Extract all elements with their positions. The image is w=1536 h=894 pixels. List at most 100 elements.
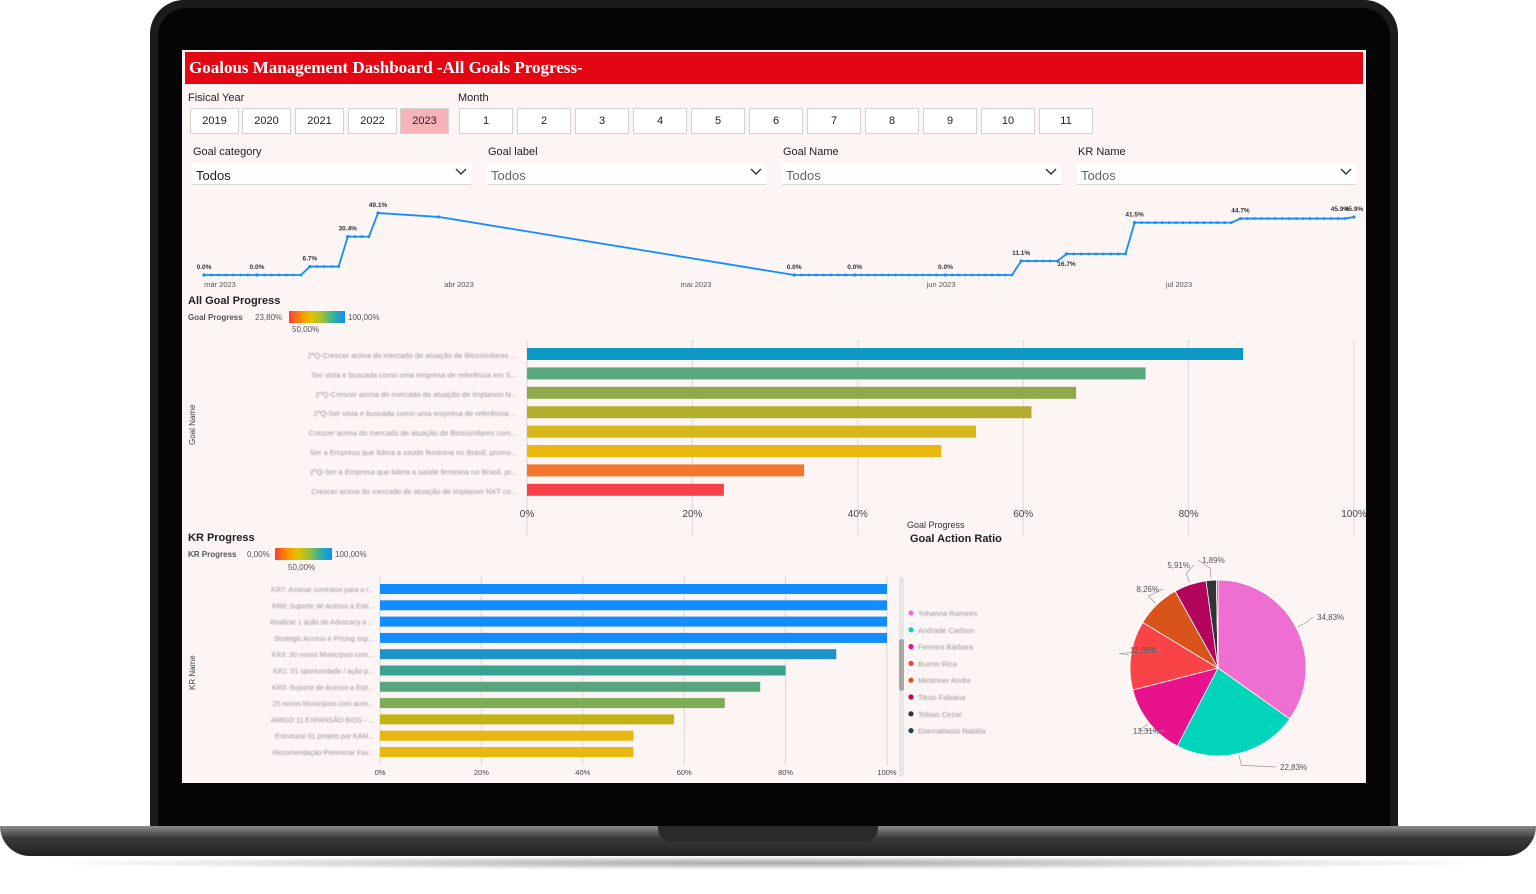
line-marker <box>1140 221 1143 224</box>
filter-label-3: KR Name <box>1078 146 1126 158</box>
kr-chart-scrollbar[interactable] <box>899 577 904 777</box>
year-button-2019[interactable]: 2019 <box>190 108 239 134</box>
line-marker <box>1301 217 1305 220</box>
line-marker <box>1072 252 1076 256</box>
bar <box>380 681 761 692</box>
filter-label-1: Goal label <box>488 146 538 158</box>
pie-leader-line <box>1238 755 1277 768</box>
fiscal-year-label: Fisical Year <box>188 92 245 104</box>
legend-swatch <box>908 610 914 616</box>
line-marker <box>1010 273 1014 277</box>
bar-category-label: Crescer acima do mercado de atuação de I… <box>311 487 517 496</box>
line-marker <box>914 273 918 277</box>
kr-chart-scrollbar-thumb[interactable] <box>899 639 904 691</box>
pie-slice <box>1132 667 1219 747</box>
goal-legend-gradient <box>289 311 345 323</box>
bar <box>380 584 887 594</box>
bar-category-label: KR1: 01 oportunidade / ação p... <box>273 669 374 676</box>
goal-progress-line-chart: 0.0% 0.0% 6.7% 30.4% 49.1% 0.0% 0.0% 0.0% 11.1% 1… <box>197 202 1364 289</box>
bar-category-label: Recomendação Preliminar Fav... <box>273 750 374 757</box>
filter-value: Todos <box>1081 168 1116 183</box>
line-marker <box>330 265 333 268</box>
month-button-5[interactable]: 5 <box>691 108 745 134</box>
bar <box>380 730 634 741</box>
x-tick-label: 0% <box>375 768 386 777</box>
bar-category-label: Crescer acima do mercado de atuação de B… <box>309 429 517 438</box>
line-point-label: 0.0% <box>847 264 862 271</box>
month-button-2[interactable]: 2 <box>517 108 571 134</box>
month-button-1[interactable]: 1 <box>459 108 513 134</box>
year-button-2021[interactable]: 2021 <box>295 108 344 134</box>
line-marker <box>866 273 870 277</box>
legend-item-label: Yohanna Ramires <box>918 609 978 618</box>
x-tick-label: 60% <box>1013 509 1033 520</box>
bar <box>380 747 634 757</box>
line-marker <box>277 273 281 277</box>
pie-leader-line <box>1138 723 1165 732</box>
line-marker <box>1329 217 1333 220</box>
month-button-8[interactable]: 8 <box>865 108 919 134</box>
line-marker <box>1174 221 1178 224</box>
line-marker <box>270 273 273 277</box>
line-point-label: 0.0% <box>197 264 212 271</box>
x-tick-label: 40% <box>848 509 868 520</box>
line-point <box>308 264 312 269</box>
line-marker <box>231 273 235 277</box>
line-marker <box>880 273 884 277</box>
filter-label-0: Goal category <box>193 146 262 158</box>
line-marker <box>807 273 811 277</box>
line-marker <box>829 273 833 277</box>
line-marker <box>934 273 938 277</box>
line-marker <box>1181 221 1185 224</box>
month-button-9[interactable]: 9 <box>923 108 977 134</box>
bar <box>380 665 786 676</box>
month-button-4[interactable]: 4 <box>633 108 687 134</box>
line-marker <box>1209 221 1213 224</box>
filter-dropdown-3[interactable]: Todos <box>1077 163 1356 185</box>
month-button-10[interactable]: 10 <box>981 108 1035 134</box>
legend-item-label: Giannattasio Natália <box>918 727 986 736</box>
month-button-3[interactable]: 3 <box>575 108 629 134</box>
bar-category-label: KR3: 30 novos Municípios com... <box>272 652 374 659</box>
line-marker <box>299 273 303 277</box>
legend-swatch <box>908 694 914 700</box>
line-point <box>255 273 259 277</box>
line-point-label: 0.0% <box>787 264 802 271</box>
line-marker <box>292 273 295 277</box>
year-button-2022[interactable]: 2022 <box>348 108 397 134</box>
line-marker <box>217 273 221 277</box>
line-marker <box>1336 217 1340 220</box>
month-button-7[interactable]: 7 <box>807 108 861 134</box>
bar <box>527 464 805 477</box>
bar <box>380 616 887 627</box>
line-point <box>853 273 857 277</box>
bar-category-label: 25 novos Municípios com aces... <box>272 701 374 708</box>
bar <box>527 386 1077 399</box>
line-marker <box>315 265 319 268</box>
kr-progress-title: KR Progress <box>188 532 255 544</box>
line-marker <box>1280 217 1284 220</box>
legend-swatch <box>908 644 914 650</box>
kr-legend-min: 0,00% <box>247 550 270 559</box>
year-button-2023[interactable]: 2023 <box>400 108 449 134</box>
line-point <box>436 215 441 219</box>
month-button-6[interactable]: 6 <box>749 108 803 134</box>
filter-dropdown-1[interactable]: Todos <box>487 163 766 185</box>
pie-value-label: 34,83% <box>1317 613 1344 622</box>
x-tick-label: 20% <box>682 509 702 520</box>
pie-value-label: 22,83% <box>1280 763 1307 772</box>
bar <box>527 367 1146 380</box>
line-marker <box>1294 217 1298 220</box>
year-button-2020[interactable]: 2020 <box>242 108 291 134</box>
month-button-11[interactable]: 11 <box>1039 108 1093 134</box>
line-marker <box>1003 273 1007 277</box>
filter-dropdown-2[interactable]: Todos <box>782 163 1061 185</box>
filter-dropdown-0[interactable]: Todos <box>192 163 471 185</box>
line-point-label: 30.4% <box>339 226 358 233</box>
pie-value-label: 12,68% <box>1130 646 1157 655</box>
line-marker <box>997 273 1001 277</box>
filter-value: Todos <box>196 168 231 183</box>
line-point <box>1352 215 1356 219</box>
line-marker <box>977 273 981 277</box>
line-marker <box>814 273 818 277</box>
